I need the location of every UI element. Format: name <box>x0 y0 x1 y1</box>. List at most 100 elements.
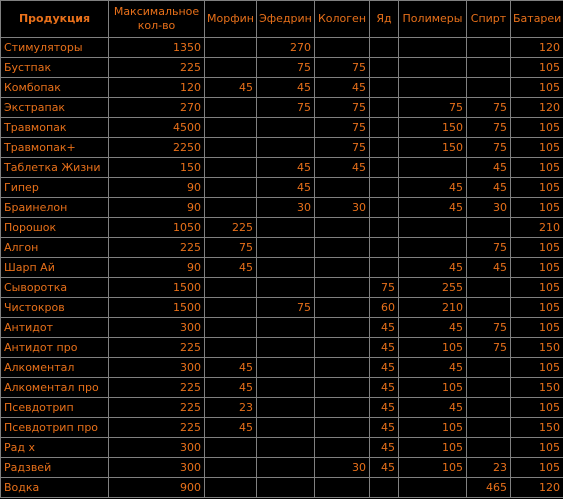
cell-polymers <box>398 37 467 58</box>
cell-product-name: Таблетка Жизни <box>0 157 109 178</box>
cell-morphine <box>204 197 257 218</box>
cell-polymers: 105 <box>398 437 467 458</box>
cell-collagen <box>314 237 370 258</box>
table-row: Гипер 90 45 45 45 105 <box>0 177 563 198</box>
cell-morphine: 45 <box>204 77 257 98</box>
cell-alcohol: 45 <box>466 157 511 178</box>
cell-poison: 45 <box>369 357 399 378</box>
cell-morphine: 75 <box>204 237 257 258</box>
cell-morphine <box>204 117 257 138</box>
cell-poison <box>369 177 399 198</box>
cell-max-quantity: 300 <box>108 457 205 478</box>
cell-alcohol: 465 <box>466 477 511 498</box>
column-header-product: Продукция <box>0 0 109 38</box>
cell-polymers <box>398 477 467 498</box>
cell-morphine: 45 <box>204 257 257 278</box>
table-row: Порошок 1050 225 210 <box>0 217 563 238</box>
cell-poison <box>369 97 399 118</box>
cell-batteries: 105 <box>510 237 563 258</box>
cell-max-quantity: 300 <box>108 437 205 458</box>
cell-product-name: Водка <box>0 477 109 498</box>
cell-polymers: 45 <box>398 397 467 418</box>
cell-batteries: 120 <box>510 97 563 118</box>
cell-collagen: 30 <box>314 197 370 218</box>
cell-poison <box>369 477 399 498</box>
cell-alcohol: 75 <box>466 137 511 158</box>
cell-product-name: Псевдотрип про <box>0 417 109 438</box>
cell-polymers <box>398 157 467 178</box>
cell-morphine: 45 <box>204 377 257 398</box>
cell-product-name: Бустпак <box>0 57 109 78</box>
cell-batteries: 150 <box>510 417 563 438</box>
cell-polymers <box>398 57 467 78</box>
cell-morphine <box>204 297 257 318</box>
cell-product-name: Чистокров <box>0 297 109 318</box>
cell-max-quantity: 90 <box>108 197 205 218</box>
cell-batteries: 105 <box>510 297 563 318</box>
cell-alcohol <box>466 417 511 438</box>
cell-batteries: 105 <box>510 137 563 158</box>
cell-alcohol <box>466 357 511 378</box>
cell-ephedrine <box>256 277 315 298</box>
table-row: Псевдотрип 225 23 45 45 105 <box>0 397 563 418</box>
cell-max-quantity: 225 <box>108 337 205 358</box>
cell-polymers: 105 <box>398 377 467 398</box>
cell-morphine <box>204 137 257 158</box>
cell-alcohol <box>466 377 511 398</box>
cell-morphine <box>204 437 257 458</box>
cell-max-quantity: 1500 <box>108 277 205 298</box>
cell-batteries: 150 <box>510 337 563 358</box>
cell-alcohol: 45 <box>466 177 511 198</box>
cell-collagen <box>314 337 370 358</box>
cell-ephedrine: 75 <box>256 97 315 118</box>
cell-morphine: 45 <box>204 357 257 378</box>
cell-polymers: 45 <box>398 177 467 198</box>
cell-polymers: 45 <box>398 357 467 378</box>
cell-collagen: 75 <box>314 117 370 138</box>
cell-polymers <box>398 237 467 258</box>
cell-product-name: Алкоментал про <box>0 377 109 398</box>
cell-collagen <box>314 477 370 498</box>
table-body: Стимуляторы 1350 270 120 Бустпак 225 75 75 105 Ко… <box>0 37 563 498</box>
cell-batteries: 105 <box>510 397 563 418</box>
cell-morphine <box>204 37 257 58</box>
cell-product-name: Гипер <box>0 177 109 198</box>
table-row: Алгон 225 75 75 105 <box>0 237 563 258</box>
cell-poison <box>369 37 399 58</box>
cell-batteries: 105 <box>510 357 563 378</box>
column-header-alcohol: Спирт <box>466 0 511 38</box>
column-header-poison: Яд <box>369 0 399 38</box>
cell-poison: 75 <box>369 277 399 298</box>
cell-poison <box>369 157 399 178</box>
cell-poison <box>369 217 399 238</box>
cell-max-quantity: 225 <box>108 417 205 438</box>
cell-poison: 45 <box>369 437 399 458</box>
column-header-ephedrine: Эфедрин <box>256 0 315 38</box>
cell-batteries: 105 <box>510 57 563 78</box>
column-header-morphine: Морфин <box>204 0 257 38</box>
cell-poison <box>369 137 399 158</box>
table-row: Травмопак 4500 75 150 75 105 <box>0 117 563 138</box>
cell-product-name: Шарп Ай <box>0 257 109 278</box>
cell-morphine <box>204 57 257 78</box>
cell-polymers <box>398 217 467 238</box>
cell-batteries: 105 <box>510 437 563 458</box>
table-row: Радзвей 300 30 45 105 23 105 <box>0 457 563 478</box>
cell-ephedrine <box>256 137 315 158</box>
cell-ephedrine <box>256 397 315 418</box>
cell-poison: 45 <box>369 417 399 438</box>
cell-morphine: 23 <box>204 397 257 418</box>
cell-polymers: 210 <box>398 297 467 318</box>
cell-batteries: 105 <box>510 157 563 178</box>
cell-batteries: 150 <box>510 377 563 398</box>
cell-poison: 45 <box>369 317 399 338</box>
cell-product-name: Стимуляторы <box>0 37 109 58</box>
cell-alcohol: 45 <box>466 257 511 278</box>
cell-collagen <box>314 277 370 298</box>
table-row: Стимуляторы 1350 270 120 <box>0 37 563 58</box>
cell-ephedrine <box>256 317 315 338</box>
cell-polymers <box>398 77 467 98</box>
cell-max-quantity: 300 <box>108 317 205 338</box>
cell-collagen: 30 <box>314 457 370 478</box>
